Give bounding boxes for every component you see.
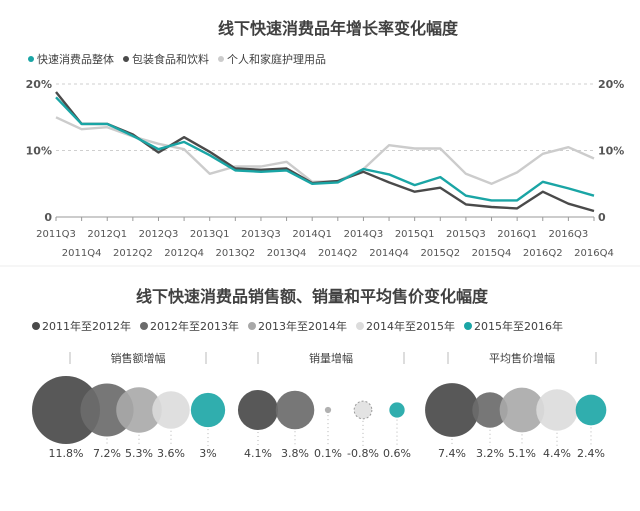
bubble-value-label: 7.2% (93, 447, 121, 460)
bubble-legend-label-5: 2015年至2016年 (474, 319, 563, 333)
x-tick-label: 2015Q1 (395, 229, 435, 240)
bubble-value-label: 4.1% (244, 447, 272, 460)
bubble-value-label: 5.1% (508, 447, 536, 460)
y-tick-right: 0 (598, 211, 606, 224)
y-tick-right: 20% (598, 78, 624, 91)
legend-label-1: 快速消费品整体 (37, 52, 114, 66)
legend-label-3: 个人和家庭护理用品 (227, 52, 326, 66)
x-tick-label: 2012Q3 (139, 229, 179, 240)
x-tick-label: 2013Q3 (241, 229, 281, 240)
legend-label-2: 包装食品和饮料 (132, 52, 209, 66)
bubble-3-4 (536, 389, 578, 431)
bubble-3-2 (472, 392, 508, 428)
bubble-legend-marker-1 (32, 322, 40, 330)
bubble-legend-marker-5 (464, 322, 472, 330)
bubble-2-4 (353, 400, 373, 420)
bubble-1-5 (190, 392, 226, 428)
x-tick-label: 2016Q2 (523, 248, 563, 259)
bubble-1-1 (32, 376, 100, 444)
y-tick-right: 10% (598, 145, 624, 158)
bubble-2-1 (237, 389, 279, 431)
group-label: 销售额增幅 (111, 351, 166, 365)
bubble-value-label: 3.6% (157, 447, 185, 460)
bubble-chart-legend: 2011年至2012年 2012年至2013年 2013年至2014年 2014年至2… (32, 319, 563, 333)
bubble-group-3: 平均售价增幅 7.4% 3.2% 5.1% 4.4% 2.4% (425, 351, 607, 460)
bubble-value-label: 3% (199, 447, 216, 460)
bubble-value-label: 0.1% (314, 447, 342, 460)
y-tick-left: 10% (26, 145, 52, 158)
line-chart-legend: 快速消费品整体 包装食品和饮料 个人和家庭护理用品 (28, 52, 326, 66)
x-tick-label: 2012Q4 (164, 248, 204, 259)
legend-marker-2 (123, 56, 129, 62)
x-tick-label: 2012Q1 (87, 229, 127, 240)
bubble-1-3 (116, 387, 162, 433)
x-tick-label: 2014Q3 (344, 229, 384, 240)
x-tick-label: 2016Q1 (497, 229, 537, 240)
x-tick-label: 2015Q2 (420, 248, 460, 259)
bubble-value-label: 3.2% (476, 447, 504, 460)
line-chart-x-axis-labels: 2011Q3 2012Q1 2012Q3 2013Q1 2013Q3 2014Q1 2014… (36, 217, 614, 259)
bubble-legend-marker-2 (140, 322, 148, 330)
x-tick-label: 2014Q1 (292, 229, 332, 240)
bubble-1-2 (80, 383, 134, 437)
x-tick-label: 2014Q2 (318, 248, 358, 259)
bubble-2-5 (389, 402, 405, 418)
bubble-3-1 (425, 383, 479, 437)
bubble-1-4 (152, 391, 190, 429)
bubble-value-label: 4.4% (543, 447, 571, 460)
x-tick-label: 2013Q2 (215, 248, 255, 259)
bubble-value-label: 2.4% (577, 447, 605, 460)
bubble-3-5 (575, 394, 607, 426)
bubble-2-2 (275, 390, 315, 430)
x-tick-label: 2012Q2 (113, 248, 153, 259)
bubble-legend-label-1: 2011年至2012年 (42, 319, 131, 333)
x-tick-label: 2013Q4 (267, 248, 307, 259)
series-line-1 (55, 96, 595, 202)
bubble-value-label: 11.8% (49, 447, 84, 460)
x-tick-label: 2011Q3 (36, 229, 76, 240)
bubble-2-3 (324, 406, 332, 414)
y-tick-left: 20% (26, 78, 52, 91)
legend-marker-1 (28, 56, 34, 62)
x-tick-label: 2015Q3 (446, 229, 486, 240)
x-tick-label: 2016Q3 (549, 229, 589, 240)
bubble-value-label: -0.8% (347, 447, 379, 460)
bubble-legend-marker-3 (248, 322, 256, 330)
x-tick-label: 2014Q4 (369, 248, 409, 259)
bubble-group-2: 销量增幅 4.1% 3.8% 0.1% -0.8% 0.6% (237, 351, 411, 460)
group-label: 销量增幅 (309, 351, 353, 365)
group-label: 平均售价增幅 (489, 351, 555, 365)
bubble-3-3 (499, 387, 545, 433)
x-tick-label: 2016Q4 (574, 248, 614, 259)
bubble-legend-label-4: 2014年至2015年 (366, 319, 455, 333)
x-tick-label: 2015Q4 (472, 248, 512, 259)
bubble-value-label: 3.8% (281, 447, 309, 460)
bubble-legend-marker-4 (356, 322, 364, 330)
line-chart-grid: 20% 20% 10% 10% 0 0 (26, 78, 625, 224)
y-tick-left: 0 (44, 211, 52, 224)
bubble-value-label: 7.4% (438, 447, 466, 460)
bubble-legend-label-3: 2013年至2014年 (258, 319, 347, 333)
x-tick-label: 2011Q4 (62, 248, 102, 259)
x-tick-label: 2013Q1 (190, 229, 230, 240)
legend-marker-3 (218, 56, 224, 62)
bubble-group-1: 销售额增幅 11.8% 7.2% 5.3% 3.6% 3% (32, 351, 226, 460)
line-chart-series (55, 91, 595, 213)
line-chart-title: 线下快速消费品年增长率变化幅度 (218, 19, 459, 38)
bubble-value-label: 5.3% (125, 447, 153, 460)
bubble-value-label: 0.6% (383, 447, 411, 460)
bubble-chart-title: 线下快速消费品销售额、销量和平均售价变化幅度 (136, 287, 489, 306)
bubble-legend-label-2: 2012年至2013年 (150, 319, 239, 333)
bubble-chart-groups: 销售额增幅 11.8% 7.2% 5.3% 3.6% 3% 销量增幅 4.1% 3.8% 0.1%… (32, 351, 607, 460)
